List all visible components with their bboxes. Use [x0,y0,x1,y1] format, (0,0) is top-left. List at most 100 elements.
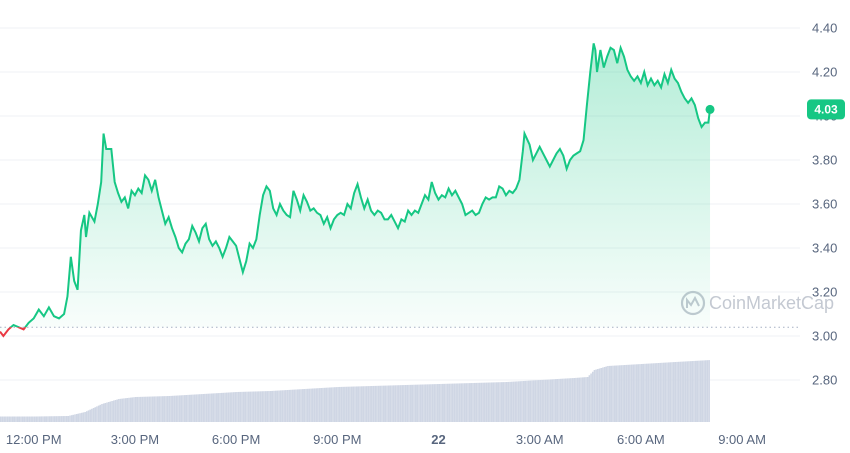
volume-bar [20,416,22,422]
volume-bar [451,383,454,422]
volume-bar [371,386,373,422]
volume-bar [683,361,685,422]
x-tick-label: 12:00 PM [6,432,62,447]
volume-bar [104,403,107,422]
volume-bar [13,416,16,422]
volume-bar [338,386,341,422]
y-tick-label: 3.60 [812,197,837,212]
volume-bar [333,387,336,422]
volume-bar [570,378,572,422]
volume-bar [421,384,424,422]
volume-bar [433,384,436,422]
volume-bar [440,383,442,422]
volume-bar [470,383,473,422]
volume-bar [251,391,253,422]
volume-bar [637,364,640,422]
volume-bar [188,394,191,422]
volume-bar [173,395,176,422]
volume-bar [136,396,139,422]
volume-bar [495,382,498,422]
volume-bar [32,416,34,422]
volume-bar [524,380,527,422]
volume-bar [627,364,629,422]
volume-bar [554,379,557,422]
volume-bar [172,395,174,422]
volume-bar [119,398,122,422]
volume-bar [69,415,71,422]
volume-bar [258,391,260,422]
volume-bar [344,386,346,422]
volume-bar [114,400,117,422]
x-tick-label: 6:00 AM [617,432,665,447]
volume-bar [694,360,697,422]
volume-bar [242,391,245,422]
volume-bar [33,416,36,422]
volume-bar [585,377,587,422]
volume-bar [239,391,242,422]
volume-bar [320,388,323,422]
volume-bar [613,365,616,422]
volume-bar [490,382,493,422]
volume-bar [389,385,392,422]
volume-bar [291,389,294,422]
volume-bar [168,396,171,422]
volume-bar [386,385,388,422]
volume-bar [642,363,645,422]
volume-bar [639,364,641,422]
volume-bar [640,364,643,422]
volume-bar [516,381,518,422]
volume-bar [438,384,441,422]
volume-bar [686,361,689,422]
volume-bar [225,392,228,422]
volume-bar [423,384,425,422]
volume-bar [484,382,486,422]
volume-bar [192,394,194,422]
volume-bar [543,379,545,422]
volume-bar [588,375,591,422]
volume-bar [492,382,495,422]
x-tick-label: 3:00 AM [516,432,564,447]
volume-bar [301,389,304,422]
volume-bar [200,394,203,422]
volume-bar [549,379,552,422]
volume-bar [151,396,154,422]
volume-bar [138,396,140,422]
volume-bar [617,365,619,422]
volume-bar [59,416,61,422]
volume-bar [595,369,597,422]
volume-bar [290,389,292,422]
volume-bar [350,386,353,422]
volume-bar [131,397,134,422]
volume-bar [11,416,14,422]
volume-bar [306,388,309,422]
volume-bar [654,363,656,422]
volume-bar [558,378,560,422]
volume-bar [581,377,584,422]
volume-bar [212,393,215,422]
volume-bar [325,387,328,422]
y-tick-label: 4.40 [812,21,837,36]
volume-bar [15,416,17,422]
volume-bar [553,379,555,422]
volume-bar [317,388,319,422]
volume-bar [231,392,233,422]
volume-bar [517,381,520,422]
volume-bar [708,360,710,422]
volume-bar [377,385,380,422]
volume-bar [283,390,285,422]
volume-bar [70,415,73,422]
volume-bar [16,416,19,422]
volume-bar [703,360,705,422]
volume-bar [532,380,535,422]
volume-bar [381,385,383,422]
volume-bar [296,389,299,422]
volume-bar [241,391,243,422]
volume-bar [35,416,38,422]
volume-bar [153,396,156,422]
volume-bar [99,404,102,422]
volume-bar [566,378,569,422]
volume-bar [193,394,196,422]
volume-bar [26,416,29,422]
volume-bar [698,360,700,422]
volume-bar [18,416,21,422]
